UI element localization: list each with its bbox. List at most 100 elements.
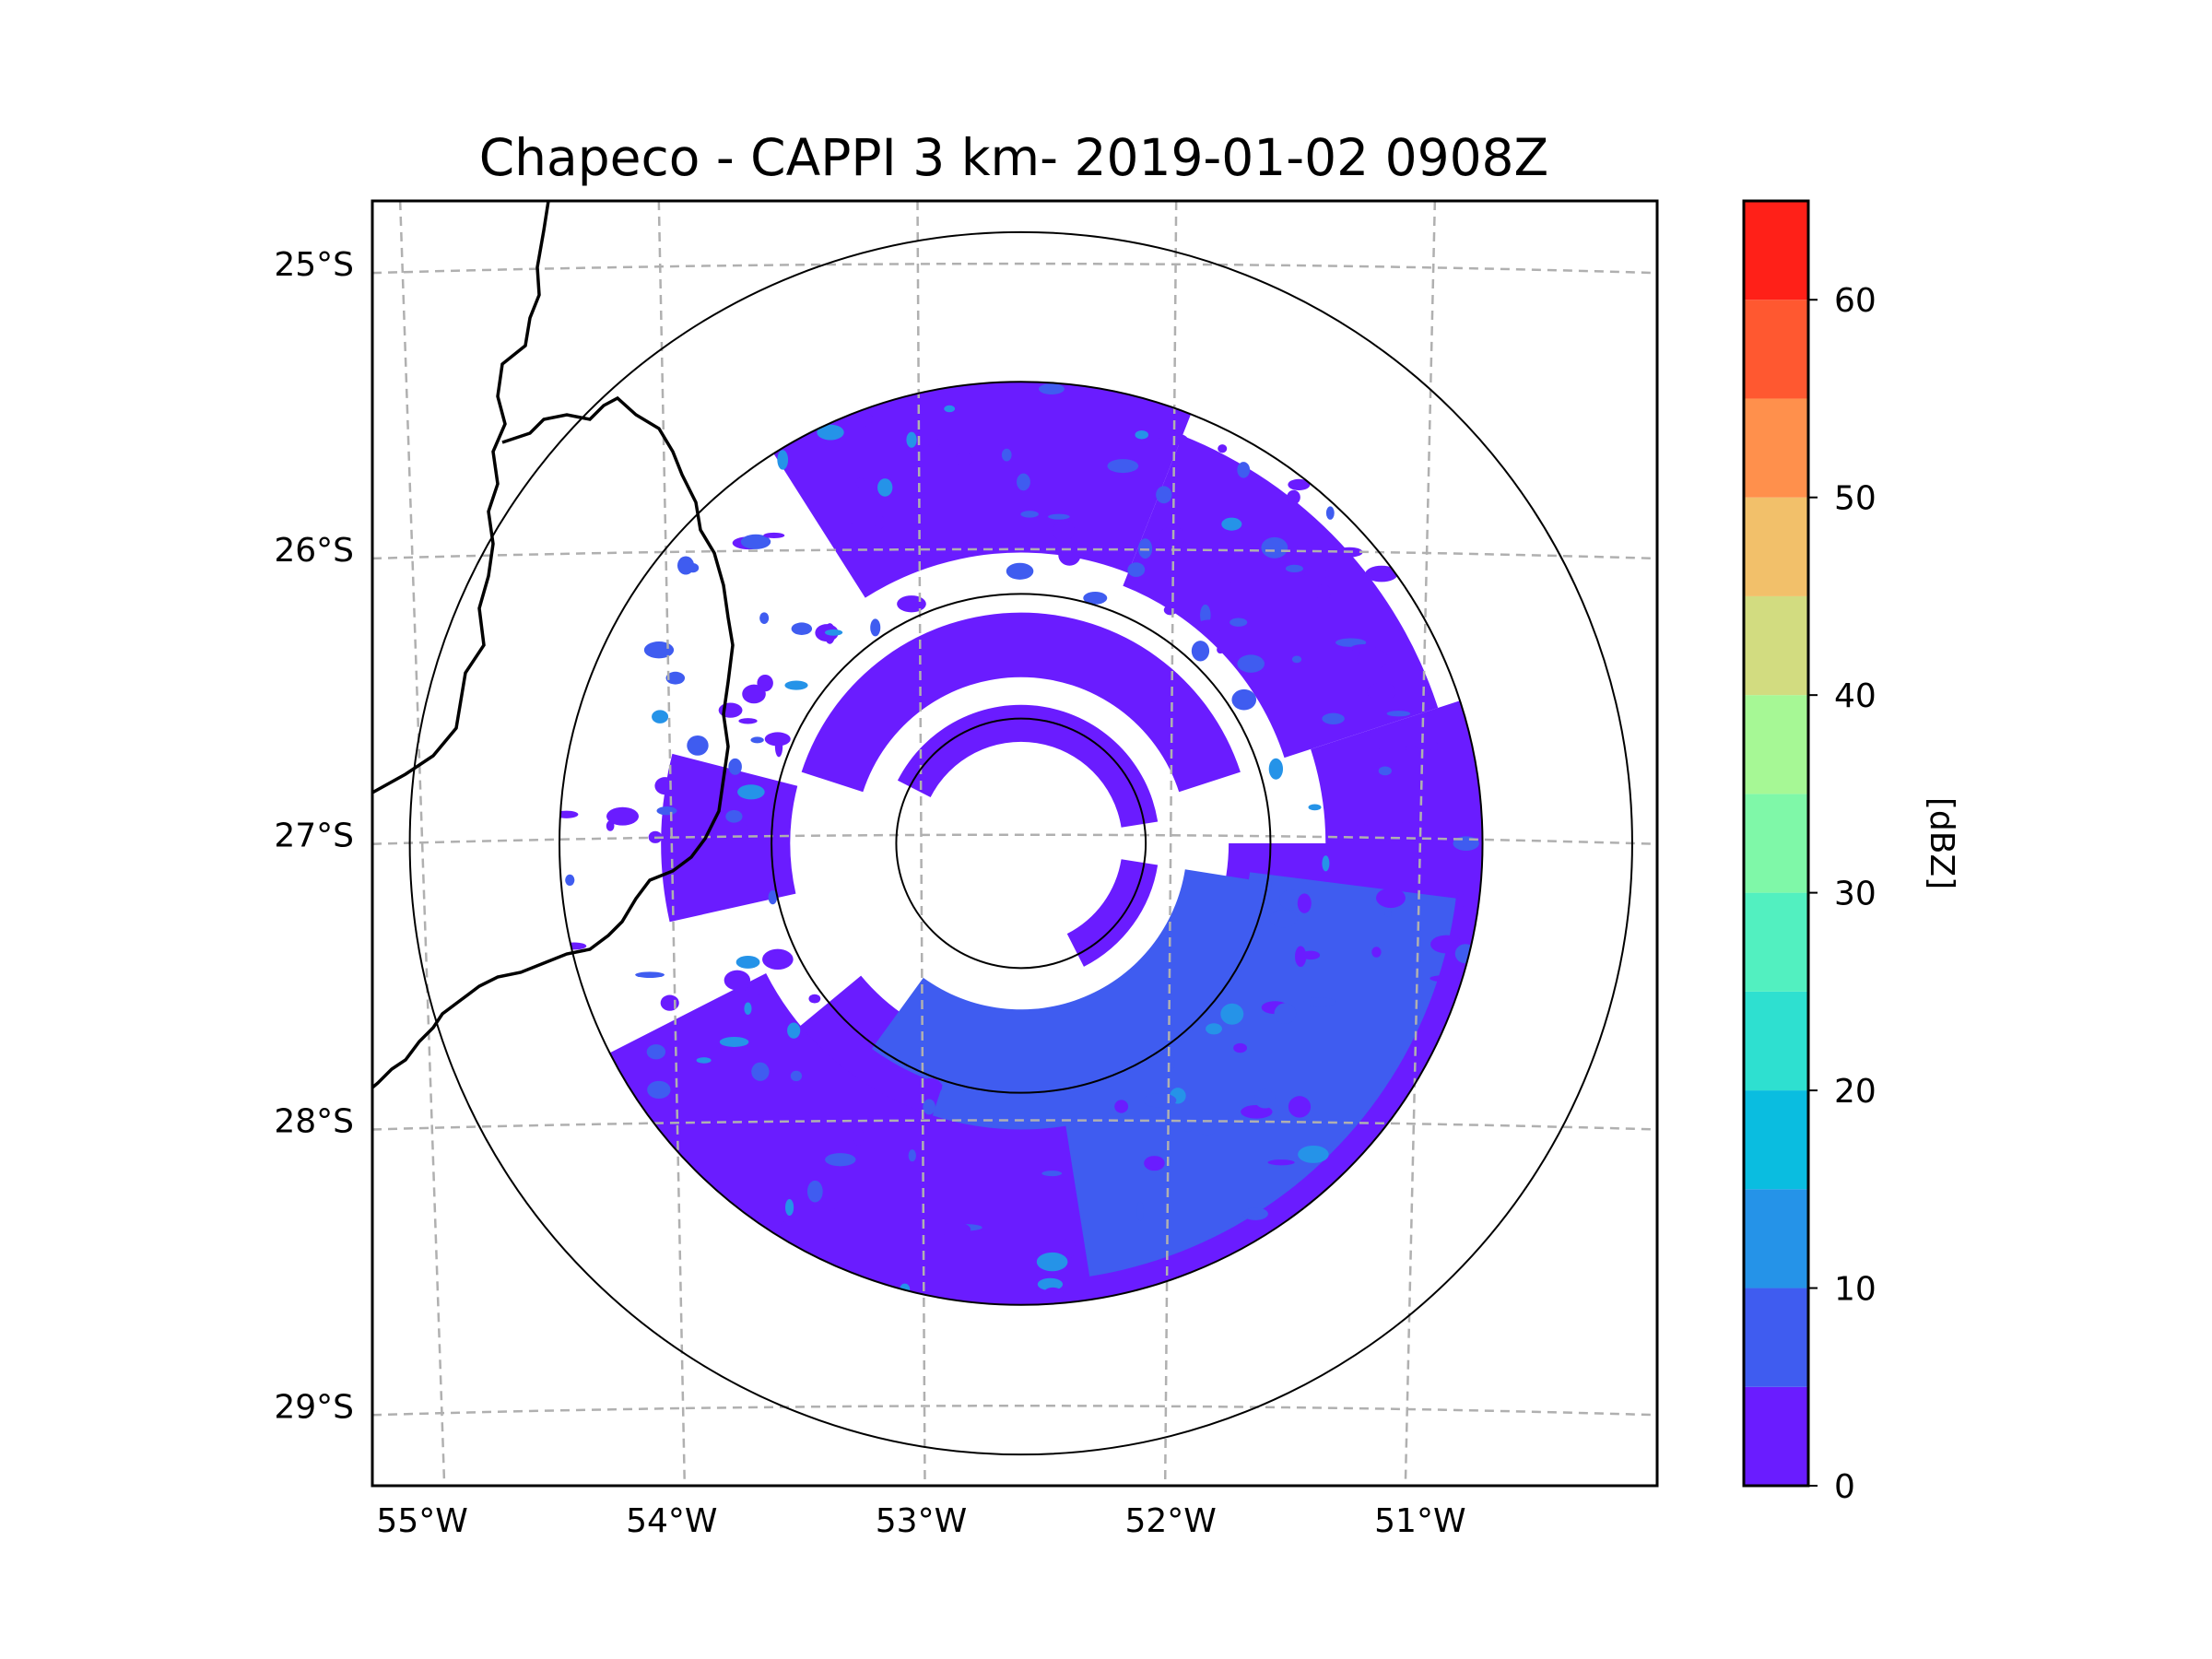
colorbar-tick-label: 10 bbox=[1834, 1271, 1877, 1309]
echo-speckle bbox=[928, 438, 941, 449]
echo-speckle bbox=[1253, 1088, 1277, 1109]
echo-speckle bbox=[1107, 459, 1139, 474]
echo-speckle bbox=[787, 1022, 801, 1039]
lon-tick-label: 52°W bbox=[1124, 1502, 1216, 1540]
echo-speckle bbox=[1231, 688, 1257, 711]
echo-speckle bbox=[824, 629, 843, 636]
colorbar-segment bbox=[1744, 201, 1808, 300]
echo-sector bbox=[1311, 700, 1483, 843]
echo-ring bbox=[871, 869, 1272, 1098]
echo-speckle bbox=[1303, 569, 1332, 579]
echo-speckle bbox=[906, 431, 917, 448]
range-rings bbox=[408, 230, 1633, 1456]
echo-speckle bbox=[1143, 1093, 1177, 1108]
echo-speckle bbox=[1242, 1207, 1268, 1220]
parallel-gridline bbox=[372, 1119, 1657, 1131]
echo-speckle bbox=[1367, 682, 1397, 701]
echo-speckle bbox=[1220, 1003, 1244, 1025]
range-ring bbox=[408, 230, 1633, 1456]
echo-speckle bbox=[1302, 997, 1336, 1007]
echo-speckle bbox=[1371, 947, 1382, 958]
echo-speckle bbox=[755, 1214, 784, 1227]
echo-speckle bbox=[1455, 889, 1465, 911]
echo-speckle bbox=[738, 718, 758, 724]
echo-speckle bbox=[768, 890, 778, 905]
echo-speckle bbox=[955, 452, 973, 466]
echo-speckle bbox=[1399, 820, 1413, 838]
echo-speckle bbox=[790, 1070, 803, 1082]
lon-tick-label: 54°W bbox=[626, 1502, 717, 1540]
echo-speckle bbox=[1048, 513, 1070, 520]
parallel-gridline bbox=[372, 833, 1657, 845]
echo-speckle bbox=[1291, 655, 1302, 664]
echo-speckle bbox=[724, 970, 751, 991]
echo-speckle bbox=[660, 994, 679, 1011]
echo-speckle bbox=[1041, 1287, 1065, 1304]
echo-speckle bbox=[923, 1099, 935, 1115]
echo-speckle bbox=[1454, 944, 1477, 964]
echo-speckle bbox=[1353, 824, 1371, 837]
echo-ring bbox=[801, 612, 1241, 793]
echo-speckle bbox=[1191, 641, 1210, 662]
echo-speckle bbox=[1378, 766, 1392, 776]
echo-speckle bbox=[1197, 1124, 1217, 1135]
echo-speckle bbox=[561, 942, 587, 950]
echo-speckle bbox=[1041, 1171, 1063, 1177]
lat-tick-label: 29°S bbox=[274, 1388, 354, 1426]
echo-speckle bbox=[635, 971, 665, 979]
echo-speckle bbox=[728, 758, 742, 775]
colorbar-segment bbox=[1744, 300, 1808, 399]
country-borders bbox=[372, 201, 735, 1089]
echo-speckle bbox=[1006, 562, 1034, 580]
echo-speckle bbox=[565, 874, 575, 886]
echo-speckle bbox=[606, 806, 640, 826]
echo-speckle bbox=[855, 477, 865, 488]
echo-speckle bbox=[1053, 520, 1075, 542]
echo-speckle bbox=[853, 1126, 864, 1147]
colorbar-segment bbox=[1744, 497, 1808, 596]
range-ring bbox=[895, 717, 1147, 970]
border-brazil-argentina bbox=[372, 395, 735, 1089]
range-ring bbox=[559, 381, 1484, 1306]
echo-speckle bbox=[652, 710, 669, 724]
echo-speckle bbox=[791, 622, 813, 635]
echo-speckle bbox=[737, 784, 765, 800]
colorbar-tick-label: 60 bbox=[1834, 282, 1877, 320]
echo-speckle bbox=[822, 521, 853, 528]
echo-speckle bbox=[1350, 644, 1376, 653]
parallel-gridline bbox=[372, 547, 1657, 560]
echo-speckle bbox=[1316, 584, 1331, 602]
echo-speckle bbox=[1267, 1159, 1295, 1166]
meridian-gridline bbox=[657, 201, 687, 1486]
echo-speckle bbox=[1083, 592, 1108, 605]
echo-speckle bbox=[735, 824, 748, 832]
echo-speckle bbox=[897, 595, 926, 613]
echo-speckle bbox=[1365, 565, 1398, 582]
echo-ring bbox=[1066, 859, 1159, 967]
echo-speckle bbox=[740, 534, 771, 549]
colorbar-tick-label: 30 bbox=[1834, 876, 1877, 913]
echo-speckle bbox=[806, 1180, 823, 1203]
colorbar-label: [dBZ] bbox=[1923, 797, 1960, 889]
echo-speckle bbox=[763, 532, 785, 538]
range-ring bbox=[771, 593, 1272, 1094]
echo-speckle bbox=[877, 478, 893, 497]
colorbar-tick-label: 20 bbox=[1834, 1073, 1877, 1111]
echo-speckle bbox=[1386, 711, 1411, 717]
echo-speckle bbox=[1383, 910, 1393, 917]
echo-speckle bbox=[1288, 1096, 1312, 1118]
echo-speckle bbox=[1195, 619, 1225, 633]
echo-speckle bbox=[1288, 478, 1311, 491]
echo-speckle bbox=[719, 1037, 749, 1047]
echo-speckle bbox=[1237, 654, 1265, 673]
echo-speckle bbox=[1217, 645, 1225, 654]
echo-speckle bbox=[808, 994, 821, 1004]
echo-speckle bbox=[1322, 855, 1330, 872]
echo-speckle bbox=[1020, 511, 1039, 518]
echo-speckle bbox=[1062, 1238, 1076, 1259]
echo-speckle bbox=[777, 450, 789, 470]
echo-speckle bbox=[643, 641, 675, 659]
echo-speckle bbox=[1376, 888, 1406, 909]
echo-speckle bbox=[1165, 1053, 1175, 1071]
